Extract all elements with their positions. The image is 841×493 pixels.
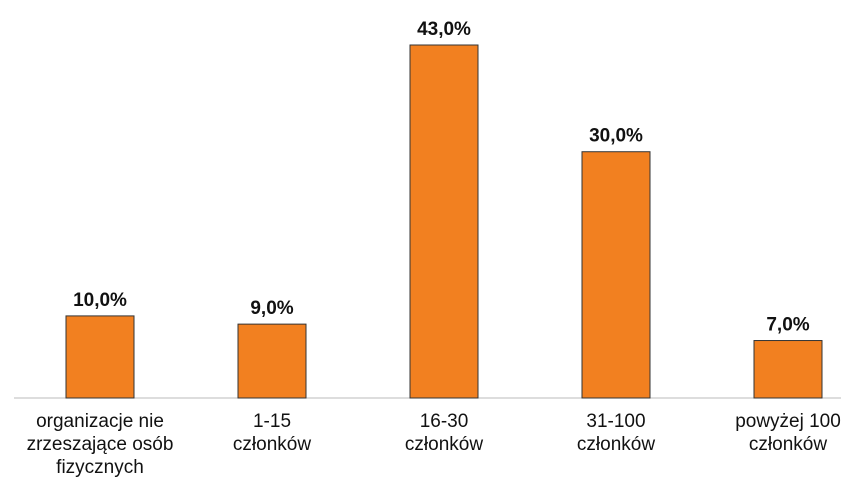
bar	[65, 315, 135, 399]
bar	[753, 340, 823, 399]
category-label: 1-15 członków	[232, 411, 312, 455]
category-label: powyżej 100 członków	[735, 411, 841, 455]
value-label: 10,0%	[73, 290, 127, 311]
value-label: 7,0%	[766, 315, 809, 336]
category-label: 31-100 członków	[576, 411, 656, 455]
value-label: 9,0%	[250, 298, 293, 319]
bar	[581, 151, 651, 399]
bar	[409, 44, 479, 399]
bar	[237, 323, 307, 399]
category-label: organizacje nie zrzeszające osób fizyczn…	[26, 411, 174, 478]
value-label: 43,0%	[417, 19, 471, 40]
value-label: 30,0%	[589, 126, 643, 147]
category-label: 16-30 członków	[404, 411, 484, 455]
